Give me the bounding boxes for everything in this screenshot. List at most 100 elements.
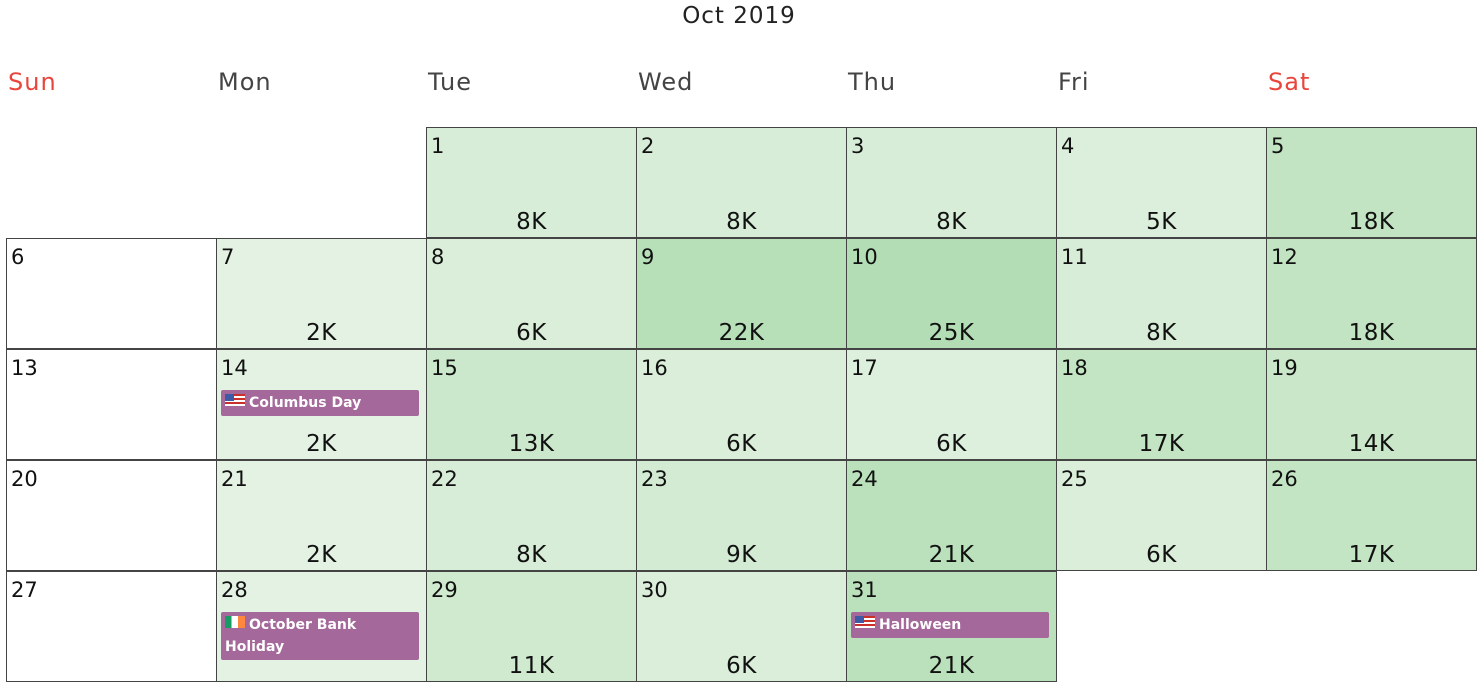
day-amount: 8K xyxy=(936,209,967,235)
holiday-label: Halloween xyxy=(879,617,962,633)
day-number: 29 xyxy=(431,578,458,602)
day-amount: 8K xyxy=(516,209,547,235)
day-amount: 11K xyxy=(508,653,555,679)
weekday-wed: Wed xyxy=(638,68,694,96)
day-cell-12[interactable]: 12 18K xyxy=(1266,238,1477,349)
day-number: 13 xyxy=(11,356,38,380)
day-cell-5[interactable]: 5 18K xyxy=(1266,127,1477,238)
day-amount: 14K xyxy=(1348,431,1395,457)
day-number: 21 xyxy=(221,467,248,491)
day-cell-29[interactable]: 29 11K xyxy=(426,571,637,682)
holiday-badge[interactable]: October Bank Holiday xyxy=(221,612,419,660)
day-number: 27 xyxy=(11,578,38,602)
day-number: 22 xyxy=(431,467,458,491)
day-cell-4[interactable]: 4 5K xyxy=(1056,127,1267,238)
day-number: 8 xyxy=(431,245,445,269)
day-cell-22[interactable]: 22 8K xyxy=(426,460,637,571)
day-number: 28 xyxy=(221,578,248,602)
day-cell-21[interactable]: 21 2K xyxy=(216,460,427,571)
ireland-flag-icon xyxy=(225,616,245,628)
day-cell-20[interactable]: 20 xyxy=(6,460,217,571)
day-number: 12 xyxy=(1271,245,1298,269)
day-cell-10[interactable]: 10 25K xyxy=(846,238,1057,349)
day-amount: 8K xyxy=(1146,320,1177,346)
day-cell-14[interactable]: 14 Columbus Day 2K xyxy=(216,349,427,460)
day-amount: 9K xyxy=(726,542,757,568)
day-number: 19 xyxy=(1271,356,1298,380)
day-amount: 6K xyxy=(726,653,757,679)
weekday-fri: Fri xyxy=(1058,68,1090,96)
holiday-badge[interactable]: Halloween xyxy=(851,612,1049,638)
day-cell-8[interactable]: 8 6K xyxy=(426,238,637,349)
day-cell-17[interactable]: 17 6K xyxy=(846,349,1057,460)
day-amount: 6K xyxy=(726,431,757,457)
day-cell-7[interactable]: 7 2K xyxy=(216,238,427,349)
day-cell-19[interactable]: 19 14K xyxy=(1266,349,1477,460)
day-number: 18 xyxy=(1061,356,1088,380)
day-number: 20 xyxy=(11,467,38,491)
day-amount: 25K xyxy=(928,320,975,346)
day-cell-31[interactable]: 31 Halloween 21K xyxy=(846,571,1057,682)
day-number: 30 xyxy=(641,578,668,602)
day-number: 4 xyxy=(1061,134,1075,158)
day-number: 26 xyxy=(1271,467,1298,491)
day-amount: 2K xyxy=(306,542,337,568)
day-amount: 17K xyxy=(1138,431,1185,457)
day-cell-11[interactable]: 11 8K xyxy=(1056,238,1267,349)
day-amount: 13K xyxy=(508,431,555,457)
day-number: 31 xyxy=(851,578,878,602)
day-number: 23 xyxy=(641,467,668,491)
holiday-label: Columbus Day xyxy=(249,395,362,411)
day-number: 14 xyxy=(221,356,248,380)
day-number: 2 xyxy=(641,134,655,158)
day-cell-30[interactable]: 30 6K xyxy=(636,571,847,682)
holiday-badge[interactable]: Columbus Day xyxy=(221,390,419,416)
day-amount: 6K xyxy=(936,431,967,457)
day-amount: 21K xyxy=(928,542,975,568)
day-cell-24[interactable]: 24 21K xyxy=(846,460,1057,571)
day-cell-23[interactable]: 23 9K xyxy=(636,460,847,571)
day-number: 5 xyxy=(1271,134,1285,158)
day-amount: 5K xyxy=(1146,209,1177,235)
weekday-sat: Sat xyxy=(1268,68,1311,96)
day-amount: 2K xyxy=(306,320,337,346)
day-cell-3[interactable]: 3 8K xyxy=(846,127,1057,238)
weekday-mon: Mon xyxy=(218,68,272,96)
weekday-tue: Tue xyxy=(428,68,472,96)
day-amount: 18K xyxy=(1348,209,1395,235)
day-number: 3 xyxy=(851,134,865,158)
day-cell-9[interactable]: 9 22K xyxy=(636,238,847,349)
day-cell-6[interactable]: 6 xyxy=(6,238,217,349)
day-amount: 21K xyxy=(928,653,975,679)
day-amount: 22K xyxy=(718,320,765,346)
us-flag-icon xyxy=(225,394,245,406)
holiday-label: October Bank Holiday xyxy=(225,617,357,655)
day-number: 10 xyxy=(851,245,878,269)
day-amount: 6K xyxy=(516,320,547,346)
day-amount: 8K xyxy=(726,209,757,235)
day-amount: 6K xyxy=(1146,542,1177,568)
day-cell-25[interactable]: 25 6K xyxy=(1056,460,1267,571)
day-number: 16 xyxy=(641,356,668,380)
day-amount: 18K xyxy=(1348,320,1395,346)
day-cell-2[interactable]: 2 8K xyxy=(636,127,847,238)
day-number: 7 xyxy=(221,245,235,269)
day-cell-28[interactable]: 28 October Bank Holiday xyxy=(216,571,427,682)
day-number: 9 xyxy=(641,245,655,269)
day-number: 15 xyxy=(431,356,458,380)
day-cell-26[interactable]: 26 17K xyxy=(1266,460,1477,571)
day-number: 11 xyxy=(1061,245,1088,269)
day-cell-16[interactable]: 16 6K xyxy=(636,349,847,460)
day-amount: 8K xyxy=(516,542,547,568)
day-number: 1 xyxy=(431,134,445,158)
day-cell-13[interactable]: 13 xyxy=(6,349,217,460)
weekday-sun: Sun xyxy=(8,68,57,96)
day-cell-15[interactable]: 15 13K xyxy=(426,349,637,460)
weekday-thu: Thu xyxy=(848,68,897,96)
day-amount: 2K xyxy=(306,431,337,457)
day-cell-18[interactable]: 18 17K xyxy=(1056,349,1267,460)
month-title: Oct 2019 xyxy=(682,3,796,29)
day-cell-1[interactable]: 1 8K xyxy=(426,127,637,238)
us-flag-icon xyxy=(855,616,875,628)
day-cell-27[interactable]: 27 xyxy=(6,571,217,682)
